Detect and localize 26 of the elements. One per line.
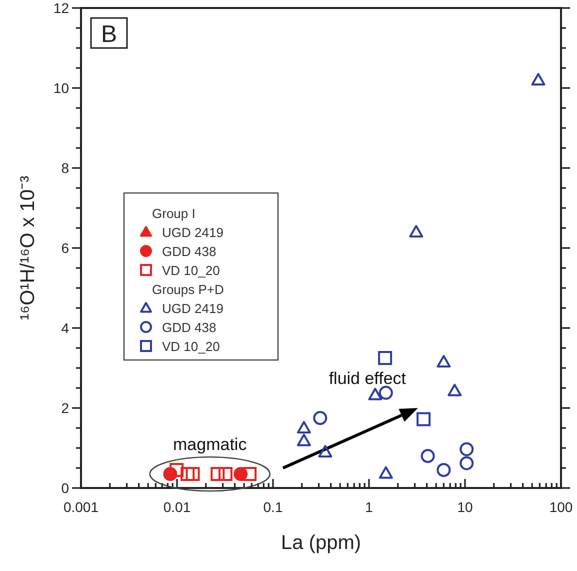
legend-label: GDD 438 (162, 320, 216, 335)
annotation: magmatic (173, 435, 248, 454)
x-tick-label: 0.001 (63, 499, 99, 515)
y-tick-label: 8 (61, 160, 70, 176)
y-tick-label: 12 (53, 0, 70, 16)
legend-label: GDD 438 (162, 244, 216, 259)
legend-label: VD 10_20 (162, 263, 220, 278)
y-tick-label: 2 (61, 400, 70, 416)
annotation: fluid effect (328, 369, 406, 388)
y-axis-title: ¹⁶O¹H/¹⁶O x 10⁻³ (17, 175, 39, 320)
x-tick-label: 1 (365, 499, 374, 515)
x-tick-label: 100 (549, 499, 573, 515)
y-tick-label: 4 (61, 320, 70, 336)
y-tick-label: 10 (53, 80, 70, 96)
y-tick-label: 0 (61, 480, 70, 496)
legend-label: UGD 2419 (162, 301, 224, 316)
annotation: Group I (152, 206, 196, 221)
x-tick-label: 0.1 (263, 499, 283, 515)
y-tick-label: 6 (61, 240, 70, 256)
x-axis-title: La (ppm) (280, 532, 362, 554)
annotation: Groups P+D (152, 282, 224, 297)
legend-label: VD 10_20 (162, 339, 220, 354)
x-tick-label: 0.01 (163, 499, 191, 515)
legend-label: UGD 2419 (162, 225, 224, 240)
x-tick-label: 10 (457, 499, 473, 515)
annotation: B (100, 21, 118, 48)
